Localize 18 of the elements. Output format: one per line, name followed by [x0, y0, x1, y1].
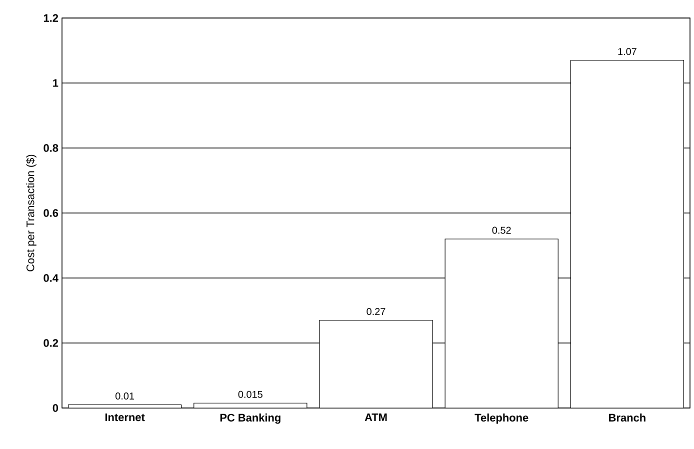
y-tick-label: 0.4 [44, 274, 58, 282]
data-label: 0.27 [366, 308, 386, 316]
y-tick-label: 1 [53, 79, 58, 87]
x-tick-label: PC Banking [220, 414, 280, 424]
data-label: 0.01 [115, 392, 134, 400]
data-label: 1.07 [618, 48, 636, 56]
y-tick-label: 0.6 [44, 209, 58, 217]
x-tick-label: ATM [364, 414, 387, 422]
data-label: 0.015 [238, 390, 262, 398]
data-label: 0.52 [492, 226, 511, 234]
x-tick-label: Telephone [474, 414, 528, 424]
y-tick-label: 0.8 [44, 144, 58, 152]
y-tick-label: 0.2 [44, 339, 58, 347]
y-axis-title: Cost per Transaction ($) [26, 154, 36, 272]
x-tick-label: Branch [609, 414, 646, 422]
y-tick-label: 0 [52, 404, 58, 412]
y-tick-label: 1.2 [44, 14, 58, 22]
x-tick-label: Internet [105, 414, 145, 422]
